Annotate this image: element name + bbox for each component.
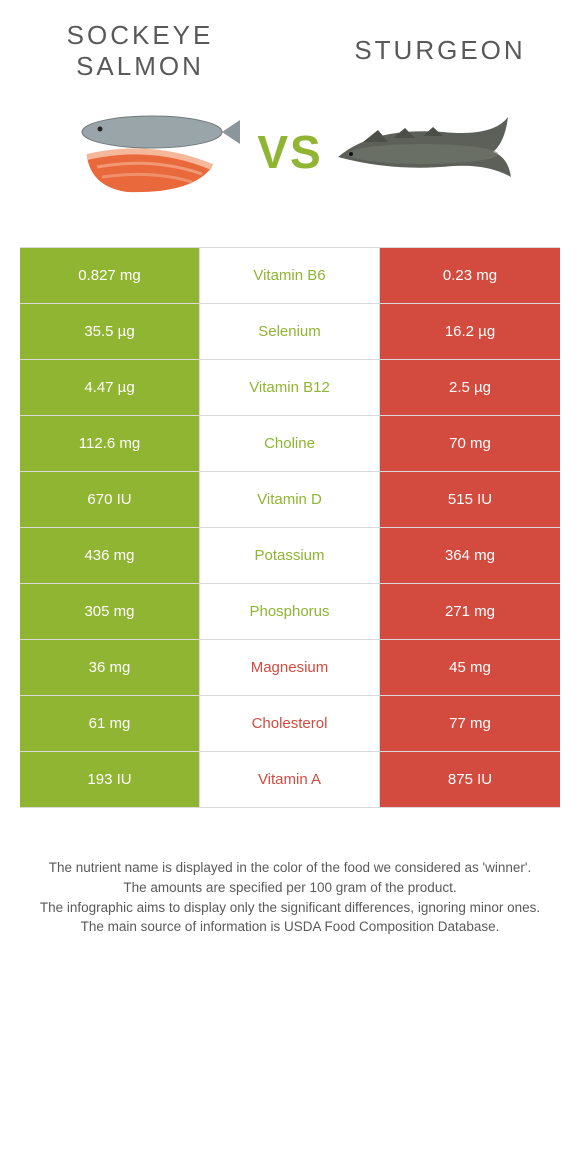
right-value: 16.2 µg <box>380 304 560 359</box>
table-row: 112.6 mgCholine70 mg <box>20 416 560 472</box>
left-value: 436 mg <box>20 528 200 583</box>
nutrient-name: Choline <box>200 416 380 471</box>
right-value: 875 IU <box>380 752 560 807</box>
nutrient-name: Vitamin B12 <box>200 360 380 415</box>
nutrient-name: Potassium <box>200 528 380 583</box>
right-value: 2.5 µg <box>380 360 560 415</box>
left-value: 0.827 mg <box>20 248 200 303</box>
right-food-title: STURGEON <box>340 20 540 82</box>
right-value: 0.23 mg <box>380 248 560 303</box>
footer-line-4: The main source of information is USDA F… <box>30 917 550 937</box>
nutrient-name: Vitamin A <box>200 752 380 807</box>
table-row: 35.5 µgSelenium16.2 µg <box>20 304 560 360</box>
table-row: 436 mgPotassium364 mg <box>20 528 560 584</box>
nutrient-name: Magnesium <box>200 640 380 695</box>
footer-line-3: The infographic aims to display only the… <box>30 898 550 918</box>
left-value: 305 mg <box>20 584 200 639</box>
nutrient-name: Vitamin B6 <box>200 248 380 303</box>
table-row: 61 mgCholesterol77 mg <box>20 696 560 752</box>
left-value: 36 mg <box>20 640 200 695</box>
nutrient-name: Phosphorus <box>200 584 380 639</box>
table-row: 4.47 µgVitamin B122.5 µg <box>20 360 560 416</box>
salmon-image <box>67 97 247 207</box>
left-value: 35.5 µg <box>20 304 200 359</box>
left-value: 670 IU <box>20 472 200 527</box>
right-value: 45 mg <box>380 640 560 695</box>
nutrient-name: Cholesterol <box>200 696 380 751</box>
nutrient-name: Vitamin D <box>200 472 380 527</box>
vs-row: VS <box>0 87 580 247</box>
footer-line-1: The nutrient name is displayed in the co… <box>30 858 550 878</box>
right-value: 77 mg <box>380 696 560 751</box>
footer-line-2: The amounts are specified per 100 gram o… <box>30 878 550 898</box>
left-value: 61 mg <box>20 696 200 751</box>
table-row: 305 mgPhosphorus271 mg <box>20 584 560 640</box>
right-value: 70 mg <box>380 416 560 471</box>
comparison-table: 0.827 mgVitamin B60.23 mg35.5 µgSelenium… <box>20 247 560 808</box>
left-food-title: SOCKEYE SALMON <box>40 20 240 82</box>
table-row: 670 IUVitamin D515 IU <box>20 472 560 528</box>
right-value: 364 mg <box>380 528 560 583</box>
vs-label: VS <box>257 125 322 179</box>
left-value: 193 IU <box>20 752 200 807</box>
header: SOCKEYE SALMON STURGEON <box>0 0 580 87</box>
table-row: 193 IUVitamin A875 IU <box>20 752 560 808</box>
nutrient-name: Selenium <box>200 304 380 359</box>
footer-notes: The nutrient name is displayed in the co… <box>0 808 580 956</box>
table-row: 0.827 mgVitamin B60.23 mg <box>20 248 560 304</box>
table-row: 36 mgMagnesium45 mg <box>20 640 560 696</box>
right-value: 515 IU <box>380 472 560 527</box>
left-value: 112.6 mg <box>20 416 200 471</box>
right-value: 271 mg <box>380 584 560 639</box>
sturgeon-image <box>333 97 513 207</box>
left-value: 4.47 µg <box>20 360 200 415</box>
